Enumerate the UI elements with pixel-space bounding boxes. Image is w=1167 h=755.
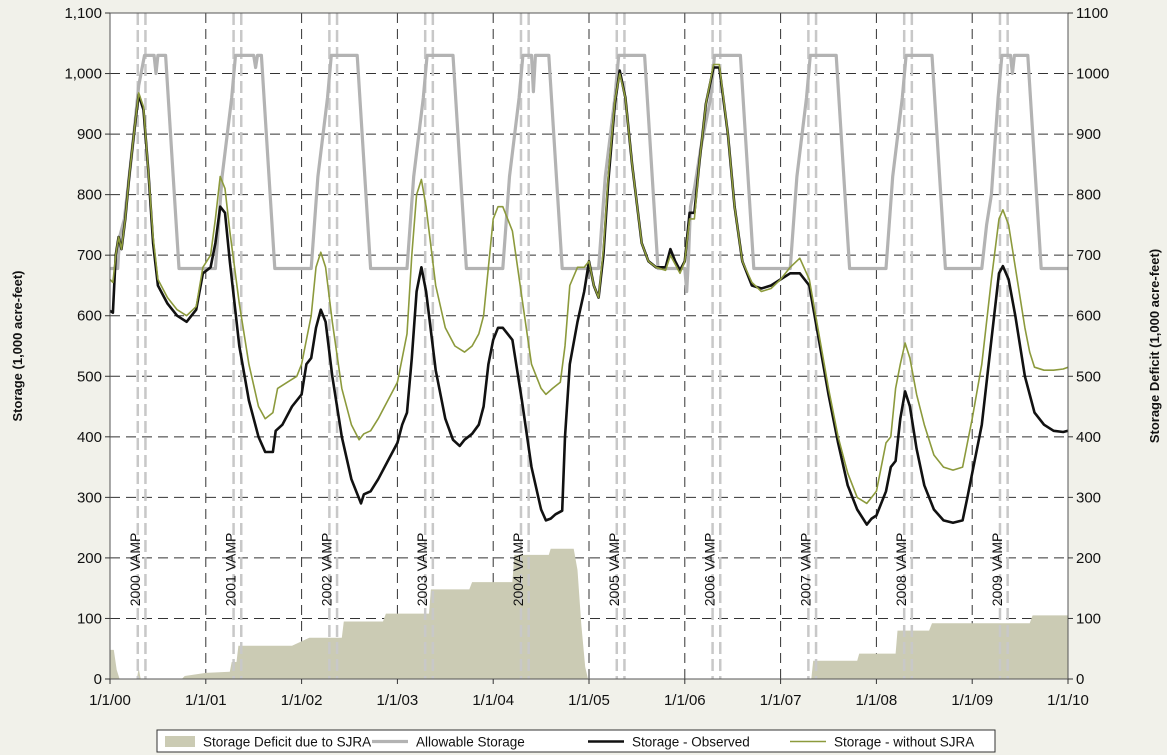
y-tick-label-right: 700: [1076, 247, 1101, 264]
y-tick-label-right: 500: [1076, 368, 1101, 385]
x-tick-label: 1/1/07: [760, 692, 802, 709]
y-tick-label-left: 100: [77, 610, 102, 627]
y-tick-label-right: 100: [1076, 610, 1101, 627]
x-tick-label: 1/1/03: [377, 692, 419, 709]
vamp-label: 2005 VAMP: [606, 533, 622, 607]
vamp-label: 2002 VAMP: [318, 533, 334, 607]
legend-label: Storage Deficit due to SJRA: [203, 735, 371, 750]
y-tick-label-left: 800: [77, 187, 102, 204]
plot-background: [110, 13, 1068, 679]
legend-box: [156, 729, 996, 753]
vamp-label: 2006 VAMP: [702, 533, 718, 607]
y-tick-label-right: 1100: [1076, 5, 1108, 22]
y-tick-label-left: 400: [77, 429, 102, 446]
y-tick-label-left: 0: [94, 671, 102, 688]
series-line-storage-without-sjra: [109, 63, 1069, 505]
series-line-allowable-storage: [110, 53, 1068, 294]
y-tick-label-left: 1,000: [64, 66, 102, 83]
series-line-storage-observed: [109, 66, 1069, 526]
legend-label: Storage - without SJRA: [834, 735, 974, 750]
x-tick-label: 1/1/00: [89, 692, 131, 709]
y-tick-label-left: 500: [77, 368, 102, 385]
y-tick-label-left: 900: [77, 126, 102, 143]
vamp-label: 2008 VAMP: [893, 533, 909, 607]
y-axis-title-right: Storage Deficit (1,000 acre-feet): [1147, 249, 1162, 443]
y-tick-label-right: 0: [1076, 671, 1084, 688]
y-tick-label-left: 300: [77, 489, 102, 506]
axes: 0 100 200 300 400 500 600 700 800 900 1,000 1,100 0 1…: [64, 5, 1109, 709]
vamp-label: 2000 VAMP: [127, 533, 143, 607]
vamp-label: 2001 VAMP: [223, 533, 239, 607]
x-tick-label: 1/1/05: [568, 692, 610, 709]
deficit-area-layer: [110, 548, 1068, 679]
y-tick-label-right: 800: [1076, 187, 1101, 204]
y-tick-label-right: 900: [1076, 126, 1101, 143]
x-tick-label: 1/1/09: [951, 692, 993, 709]
y-tick-label-right: 600: [1076, 308, 1101, 325]
y-tick-label-left: 200: [77, 550, 102, 567]
vamp-label: 2004 VAMP: [510, 533, 526, 607]
legend-label: Storage - Observed: [632, 735, 750, 750]
x-tick-label: 1/1/10: [1047, 692, 1089, 709]
x-tick-label: 1/1/04: [472, 692, 514, 709]
y-tick-label-left: 700: [77, 247, 102, 264]
x-tick-label: 1/1/01: [185, 692, 227, 709]
x-tick-label: 1/1/08: [856, 692, 898, 709]
y-tick-label-right: 300: [1076, 489, 1101, 506]
y-tick-label-left: 1,100: [64, 5, 102, 22]
y-tick-label-left: 600: [77, 308, 102, 325]
y-tick-label-right: 400: [1076, 429, 1101, 446]
series-lines: [109, 53, 1069, 526]
vamp-label: 2007 VAMP: [797, 533, 813, 607]
legend: Storage Deficit due to SJRA Allowable Sto…: [156, 729, 996, 753]
series-area-storage-deficit: [110, 548, 1068, 679]
x-tick-label: 1/1/02: [281, 692, 323, 709]
y-tick-label-right: 200: [1076, 550, 1101, 567]
y-axis-title-left: Storage (1,000 acre-feet): [10, 270, 25, 421]
legend-swatch-storage-deficit: [165, 736, 195, 747]
x-tick-label: 1/1/06: [664, 692, 706, 709]
vamp-label: 2003 VAMP: [414, 533, 430, 607]
legend-label: Allowable Storage: [416, 735, 525, 750]
y-tick-label-right: 1000: [1076, 66, 1109, 83]
vamp-label: 2009 VAMP: [989, 533, 1005, 607]
